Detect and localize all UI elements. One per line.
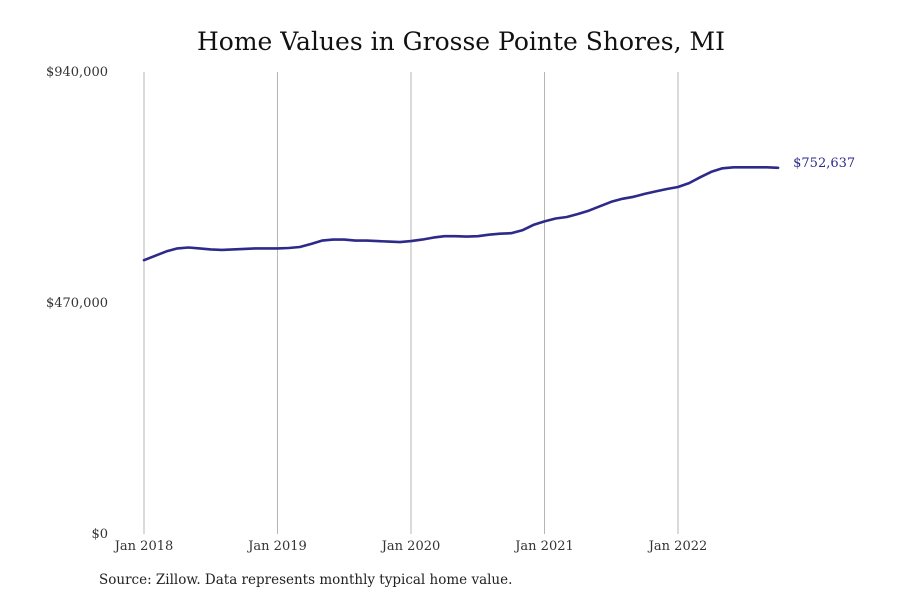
x-gridlines — [143, 72, 679, 534]
source-note: Source: Zillow. Data represents monthly … — [99, 572, 513, 588]
chart-title: Home Values in Grosse Pointe Shores, MI — [196, 27, 725, 56]
series-line-home-value — [142, 166, 780, 262]
y-tick-label: $470,000 — [46, 296, 108, 311]
x-tick-label: Jan 2019 — [246, 539, 307, 554]
x-tick-label: Jan 2020 — [380, 539, 441, 554]
x-axis-tick-labels: Jan 2018 Jan 2019 Jan 2020 Jan 2021 Jan 2022 — [113, 539, 708, 554]
x-tick-label: Jan 2022 — [647, 539, 708, 554]
y-axis-tick-labels: $940,000 $470,000 $0 — [46, 65, 108, 542]
y-tick-label: $0 — [91, 527, 108, 542]
x-tick-label: Jan 2021 — [513, 539, 574, 554]
x-tick-label: Jan 2018 — [113, 539, 174, 554]
end-value-label: $752,637 — [793, 156, 855, 171]
y-tick-label: $940,000 — [46, 65, 108, 80]
